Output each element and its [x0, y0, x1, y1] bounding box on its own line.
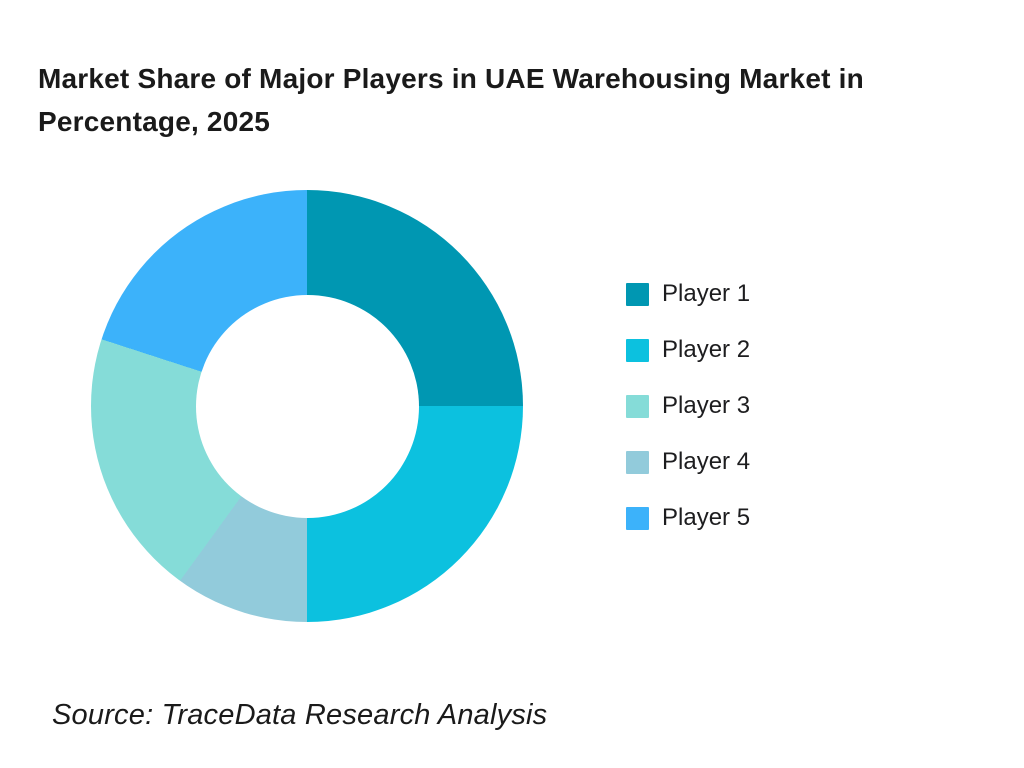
legend-swatch	[626, 450, 649, 474]
legend-label: Player 3	[662, 392, 751, 419]
donut-hole	[195, 294, 419, 518]
legend-item: Player 1	[626, 282, 750, 306]
legend-label: Player 1	[662, 280, 751, 307]
legend-item: Player 5	[626, 506, 750, 530]
legend-swatch	[626, 338, 649, 362]
legend-label: Player 2	[662, 336, 751, 363]
donut-chart	[91, 190, 523, 622]
chart-title-line-1: Market Share of Major Players in UAE War…	[38, 63, 864, 94]
legend-label: Player 4	[662, 448, 751, 475]
legend-item: Player 4	[626, 450, 750, 474]
chart-title: Market Share of Major Players in UAE War…	[38, 57, 978, 143]
legend-label: Player 5	[662, 504, 751, 531]
source-note: Source: TraceData Research Analysis	[52, 699, 548, 731]
legend-swatch	[626, 282, 649, 306]
legend-item: Player 2	[626, 338, 750, 362]
legend-item: Player 3	[626, 394, 750, 418]
legend-swatch	[626, 506, 649, 530]
legend: Player 1 Player 2 Player 3 Player 4 Play…	[626, 282, 750, 530]
legend-swatch	[626, 394, 649, 418]
chart-title-line-2: Percentage, 2025	[38, 106, 271, 137]
